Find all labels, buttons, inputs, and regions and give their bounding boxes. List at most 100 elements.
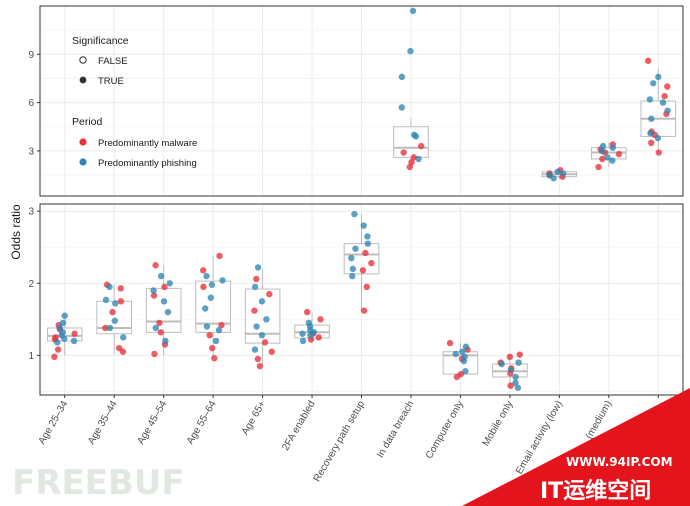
point-malware xyxy=(648,139,655,147)
point-phishing xyxy=(102,296,110,304)
point-phishing xyxy=(559,170,567,177)
point-malware xyxy=(152,262,159,269)
point-malware xyxy=(161,283,168,291)
point-malware xyxy=(109,308,116,316)
point-malware xyxy=(599,155,606,163)
point-phishing xyxy=(604,154,611,161)
x-tick-label: Age 65+ xyxy=(240,399,268,437)
point-phishing xyxy=(305,319,313,327)
point-malware xyxy=(595,163,602,171)
point-phishing xyxy=(164,308,172,316)
point-malware xyxy=(516,351,523,358)
point-phishing xyxy=(203,272,210,280)
x-tick-label: Mobile only xyxy=(481,399,516,448)
point-phishing xyxy=(461,353,468,360)
point-phishing xyxy=(664,107,671,114)
x-tick-label: Recovery path setup xyxy=(312,399,368,484)
point-malware xyxy=(400,149,407,156)
point-malware xyxy=(218,321,225,329)
watermark-url: WWW.94IP.COM xyxy=(566,455,673,469)
point-malware xyxy=(360,307,368,314)
point-phishing xyxy=(352,245,359,252)
point-malware xyxy=(52,334,59,341)
y-tick-label: 9 xyxy=(28,50,34,61)
point-phishing xyxy=(299,330,306,337)
point-malware xyxy=(117,298,125,305)
point-phishing xyxy=(398,73,406,81)
point-malware xyxy=(261,339,269,346)
point-phishing xyxy=(507,366,515,373)
legend-malware-label: Predominantly malware xyxy=(98,138,197,149)
point-phishing xyxy=(263,316,270,323)
point-phishing xyxy=(512,373,519,381)
point-malware xyxy=(507,382,514,389)
point-malware xyxy=(317,316,324,323)
legend-malware-marker xyxy=(79,138,87,146)
point-phishing xyxy=(407,47,414,55)
point-phishing xyxy=(56,324,63,332)
watermark-cn: IT运维空间 xyxy=(540,478,651,504)
point-malware xyxy=(199,267,207,274)
point-phishing xyxy=(54,339,61,346)
point-malware xyxy=(266,290,273,298)
x-tick-label: Age 25–34 xyxy=(37,399,71,447)
point-malware xyxy=(216,252,223,260)
point-malware xyxy=(615,150,623,158)
point-malware xyxy=(151,350,158,358)
point-phishing xyxy=(219,277,226,284)
point-phishing xyxy=(462,368,469,375)
point-malware xyxy=(115,344,123,352)
point-phishing xyxy=(649,80,657,87)
point-malware xyxy=(304,308,311,316)
x-tick-label: Computer only xyxy=(424,399,466,461)
x-tick-label: Age 35–44 xyxy=(86,399,120,447)
point-phishing xyxy=(609,144,616,151)
point-phishing xyxy=(349,272,356,280)
legend-significance-title: Significance xyxy=(72,35,129,47)
x-tick-label: In data breach xyxy=(375,399,416,460)
point-phishing xyxy=(162,337,169,345)
point-phishing xyxy=(364,233,371,240)
point-malware xyxy=(446,339,454,347)
point-malware xyxy=(211,355,218,362)
legend-false-marker xyxy=(79,56,87,64)
point-phishing xyxy=(646,96,654,103)
point-phishing xyxy=(659,99,667,106)
point-phishing xyxy=(462,343,470,350)
point-phishing xyxy=(61,312,68,319)
point-phishing xyxy=(515,359,522,366)
legend-phishing-marker xyxy=(79,158,87,166)
point-malware xyxy=(256,362,264,370)
point-phishing xyxy=(70,337,78,345)
point-phishing xyxy=(648,115,655,122)
point-phishing xyxy=(409,7,417,15)
point-phishing xyxy=(349,265,357,273)
point-malware xyxy=(156,319,163,327)
point-phishing xyxy=(253,323,260,330)
point-malware xyxy=(408,158,415,166)
panel-frame xyxy=(39,5,684,197)
point-malware xyxy=(506,353,514,360)
point-phishing xyxy=(208,281,216,288)
point-phishing xyxy=(120,334,127,341)
point-phishing xyxy=(512,379,519,386)
watermark-freebuf: FREEBUF xyxy=(12,463,185,503)
point-phishing xyxy=(498,360,505,368)
point-phishing xyxy=(655,73,662,81)
point-malware xyxy=(157,329,165,336)
point-phishing xyxy=(654,134,661,142)
point-malware xyxy=(54,346,62,353)
point-malware xyxy=(208,344,216,352)
point-phishing xyxy=(364,240,372,247)
point-phishing xyxy=(160,298,168,305)
point-malware xyxy=(661,92,668,100)
point-malware xyxy=(200,283,207,291)
y-tick-label: 6 xyxy=(28,98,34,109)
point-phishing xyxy=(647,130,654,137)
point-malware xyxy=(644,57,652,64)
point-phishing xyxy=(207,294,215,301)
point-malware xyxy=(417,142,425,150)
y-tick-label: 1 xyxy=(28,351,34,362)
point-phishing xyxy=(59,319,67,327)
